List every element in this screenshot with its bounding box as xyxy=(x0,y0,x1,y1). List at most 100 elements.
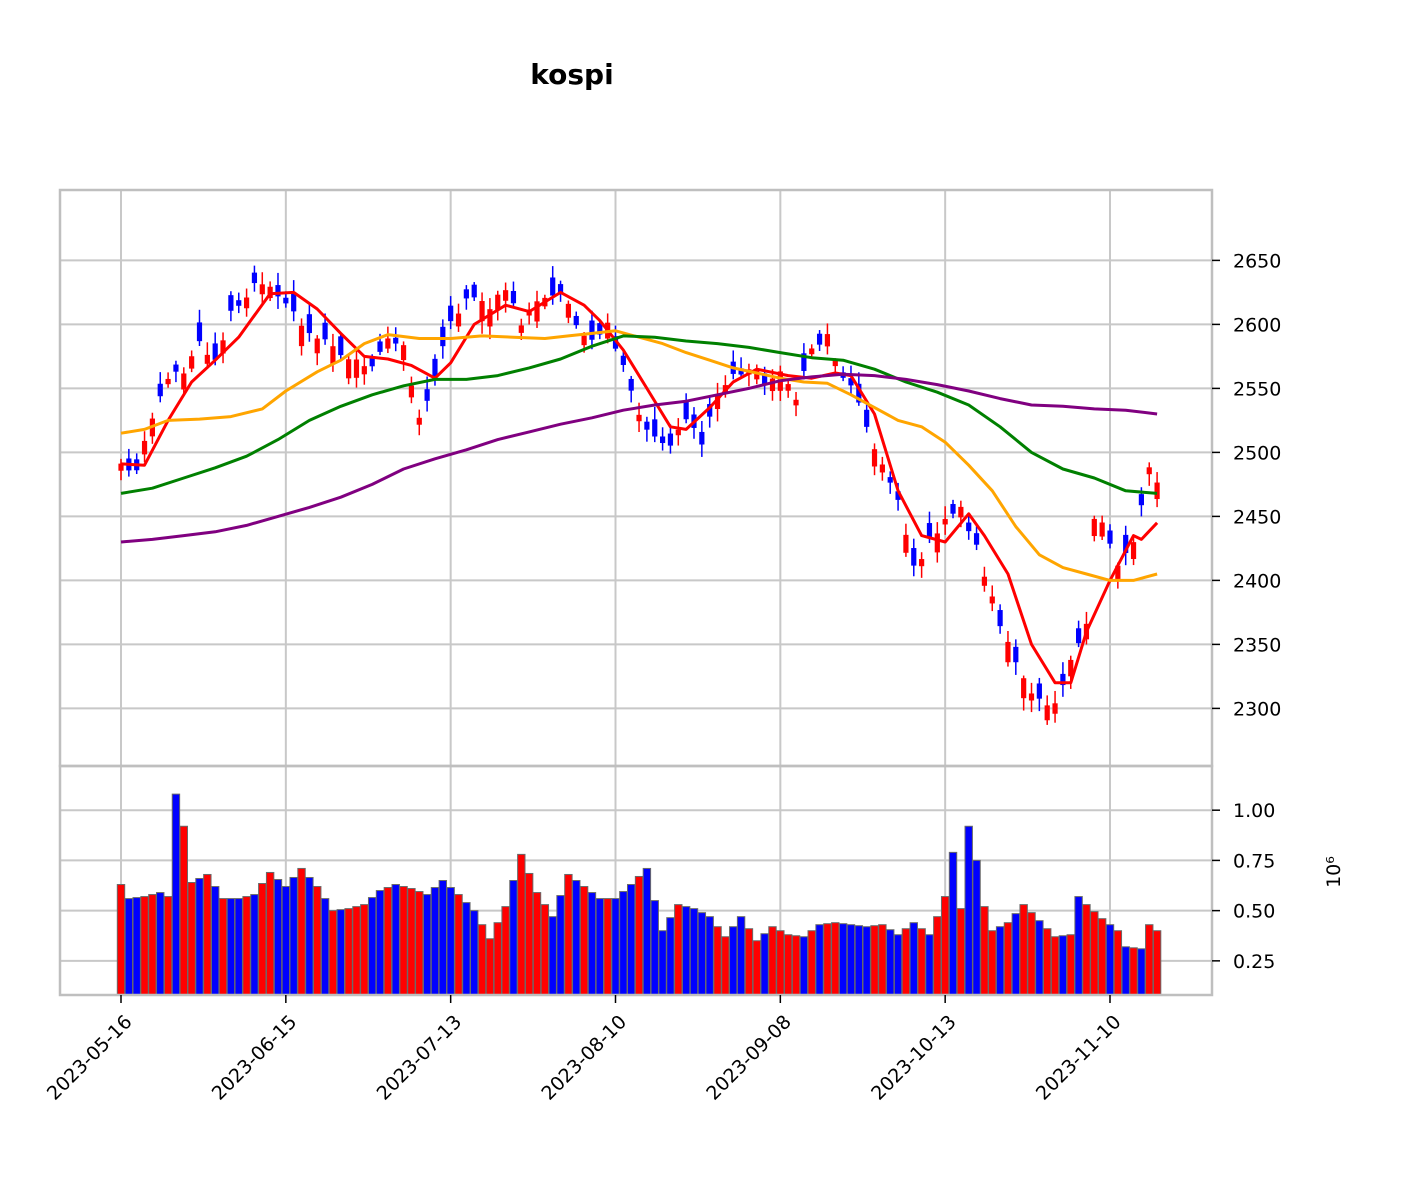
volume-bar xyxy=(313,886,322,996)
volume-bar xyxy=(524,872,534,996)
price-y-axis: 2300 2350 2400 2450 2500 2550 2600 2650 xyxy=(1212,250,1281,720)
candle-body xyxy=(346,359,352,379)
volume-bar xyxy=(799,936,809,996)
candle-body xyxy=(785,384,791,391)
volume-bar xyxy=(187,882,196,996)
price-y-tick-label: 2300 xyxy=(1233,698,1281,720)
volume-bar xyxy=(681,906,691,996)
candle-body xyxy=(1005,641,1011,663)
candle-body xyxy=(871,449,878,467)
candle-body xyxy=(903,534,909,553)
candle-body xyxy=(620,355,626,365)
candle-body xyxy=(1060,673,1066,686)
volume-bar xyxy=(203,873,212,996)
volume-bar xyxy=(1058,935,1068,996)
volume-bar xyxy=(791,935,801,996)
volume-bar xyxy=(1113,930,1123,996)
volume-bar xyxy=(1074,896,1083,996)
candle-body xyxy=(283,297,289,304)
volume-bar xyxy=(658,930,667,996)
volume-bar xyxy=(980,906,989,996)
volume-bar xyxy=(886,929,895,996)
candle-body xyxy=(1044,705,1050,721)
candle-body xyxy=(824,334,831,347)
volume-bar xyxy=(375,890,385,996)
volume-bar xyxy=(210,886,220,996)
volume-bar xyxy=(407,888,416,996)
volume-bar xyxy=(336,909,345,996)
volume-bar xyxy=(579,886,589,996)
volume-bar xyxy=(634,875,644,996)
candle-body xyxy=(165,378,171,385)
candle-body xyxy=(856,383,862,403)
volume-bar xyxy=(956,908,966,996)
volume-bar xyxy=(838,923,848,996)
volume-bar xyxy=(1035,920,1044,996)
candle-body xyxy=(1123,534,1129,554)
volume-bar xyxy=(344,908,353,996)
volume-bar xyxy=(901,928,911,996)
candle-body xyxy=(141,440,148,455)
candle-body xyxy=(895,491,901,500)
volume-bar xyxy=(846,924,856,996)
candle-body xyxy=(534,301,540,322)
chart-title: kospi xyxy=(530,58,613,91)
candle-body xyxy=(479,301,485,322)
volume-bar xyxy=(1090,911,1099,996)
candle-body xyxy=(220,340,226,354)
volume-bar xyxy=(854,925,864,996)
candle-body xyxy=(707,404,713,417)
volume-bar xyxy=(619,891,628,996)
candle-body xyxy=(385,338,391,349)
candle-body xyxy=(934,533,940,553)
x-tick-label: 2023-07-13 xyxy=(373,1011,467,1105)
candle-body xyxy=(1013,646,1019,663)
volume-bar xyxy=(862,926,871,996)
volume-bar xyxy=(273,878,283,996)
candle-body xyxy=(793,399,799,406)
candle-body xyxy=(769,378,776,392)
candle-body xyxy=(919,559,925,567)
volume-bar xyxy=(477,924,487,996)
volume-bar xyxy=(234,898,243,996)
candle-body xyxy=(157,383,163,397)
volume-bar xyxy=(132,897,141,996)
volume-bar xyxy=(171,793,181,996)
volume-bar xyxy=(148,894,157,996)
candle-body xyxy=(212,343,218,360)
volume-bar xyxy=(948,851,958,996)
candle-body xyxy=(448,305,454,322)
moving-average-line xyxy=(120,372,1158,544)
candle-body xyxy=(636,414,642,422)
volume-bar xyxy=(933,916,942,996)
volume-bar xyxy=(352,906,361,996)
volume-bar xyxy=(305,876,314,996)
candle-body xyxy=(204,354,210,364)
moving-average-line xyxy=(120,334,1158,495)
candle-body xyxy=(330,346,336,364)
candle-body xyxy=(581,335,587,346)
volume-bar xyxy=(595,898,605,996)
price-y-tick-label: 2400 xyxy=(1233,570,1281,592)
candle-body xyxy=(1036,683,1042,699)
candle-body xyxy=(298,325,305,347)
volume-y-tick-label: 0.50 xyxy=(1233,901,1275,923)
volume-bar xyxy=(163,896,173,996)
candle-body xyxy=(424,389,430,401)
price-y-tick-label: 2450 xyxy=(1233,506,1281,528)
volume-bar xyxy=(807,930,816,996)
candle-body xyxy=(950,504,956,514)
volume-bar xyxy=(705,916,714,996)
candle-body xyxy=(911,548,917,566)
volume-bar xyxy=(572,880,581,996)
volume-bar xyxy=(760,933,769,996)
volume-y-tick-label: 0.25 xyxy=(1233,951,1275,973)
price-y-tick-label: 2350 xyxy=(1233,634,1281,656)
candle-body xyxy=(196,322,203,342)
volume-bar xyxy=(360,904,369,996)
candle-body xyxy=(667,433,674,446)
volume-panel-frame xyxy=(58,764,1214,997)
volume-bar xyxy=(603,898,612,996)
candle-body xyxy=(864,409,870,427)
volume-bar xyxy=(124,898,134,996)
